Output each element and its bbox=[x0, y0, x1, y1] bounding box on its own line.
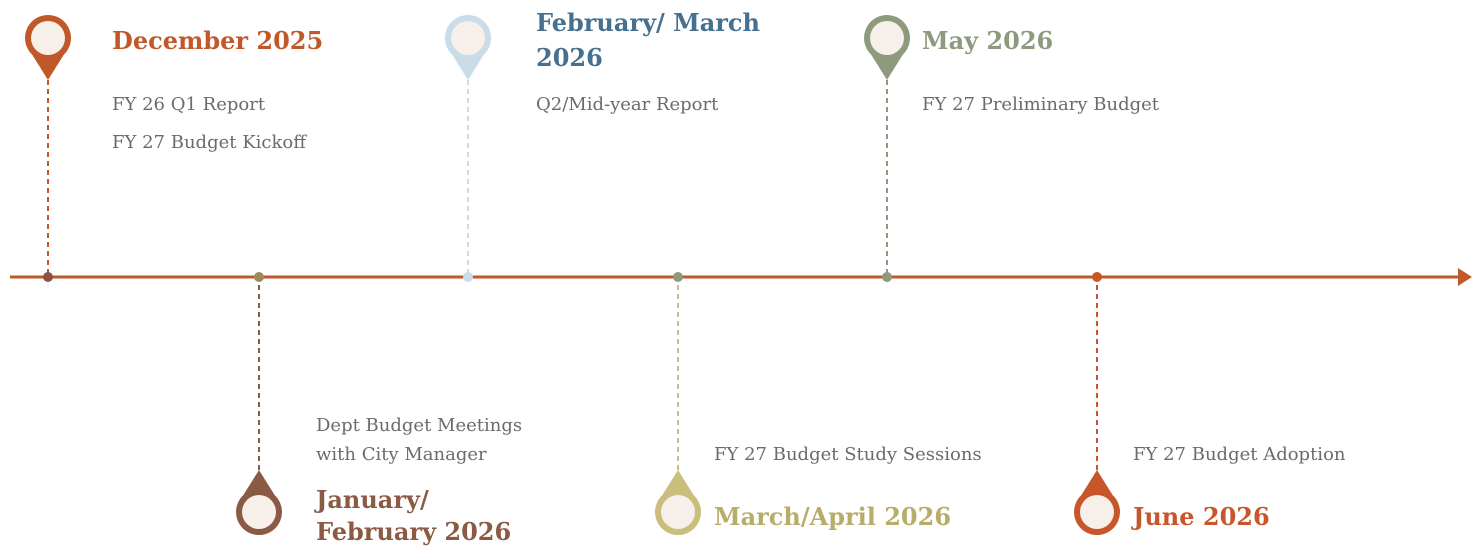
axis-dot bbox=[673, 272, 683, 282]
milestone-title: February 2026 bbox=[316, 517, 511, 546]
milestone-title: May 2026 bbox=[922, 26, 1053, 55]
pin-inner bbox=[1080, 495, 1114, 529]
pin-inner bbox=[870, 21, 904, 55]
axis-dot bbox=[463, 272, 473, 282]
milestone-item: FY 27 Budget Study Sessions bbox=[714, 444, 982, 465]
axis-dot bbox=[254, 272, 264, 282]
milestone-item: FY 27 Budget Kickoff bbox=[112, 132, 307, 153]
axis-dot bbox=[43, 272, 53, 282]
milestone-item: Q2/Mid-year Report bbox=[536, 94, 719, 115]
axis-dot bbox=[882, 272, 892, 282]
pin-inner bbox=[661, 495, 695, 529]
milestone-item: FY 26 Q1 Report bbox=[112, 94, 266, 115]
milestone-title: March/April 2026 bbox=[714, 502, 951, 531]
milestone-item: FY 27 Preliminary Budget bbox=[922, 94, 1160, 115]
pin-inner bbox=[242, 495, 276, 529]
milestone-title: December 2025 bbox=[112, 26, 323, 55]
milestone-title: June 2026 bbox=[1131, 502, 1270, 531]
milestone-title: January/ bbox=[314, 485, 429, 514]
milestone-item: with City Manager bbox=[316, 444, 487, 465]
milestone-item: FY 27 Budget Adoption bbox=[1133, 444, 1346, 465]
axis-arrow bbox=[1458, 268, 1472, 286]
milestone-title: 2026 bbox=[536, 43, 603, 72]
pin-inner bbox=[31, 21, 65, 55]
milestone-item: Dept Budget Meetings bbox=[316, 415, 522, 436]
milestone-title: February/ March bbox=[536, 8, 760, 37]
pin-inner bbox=[451, 21, 485, 55]
axis-dot bbox=[1092, 272, 1102, 282]
